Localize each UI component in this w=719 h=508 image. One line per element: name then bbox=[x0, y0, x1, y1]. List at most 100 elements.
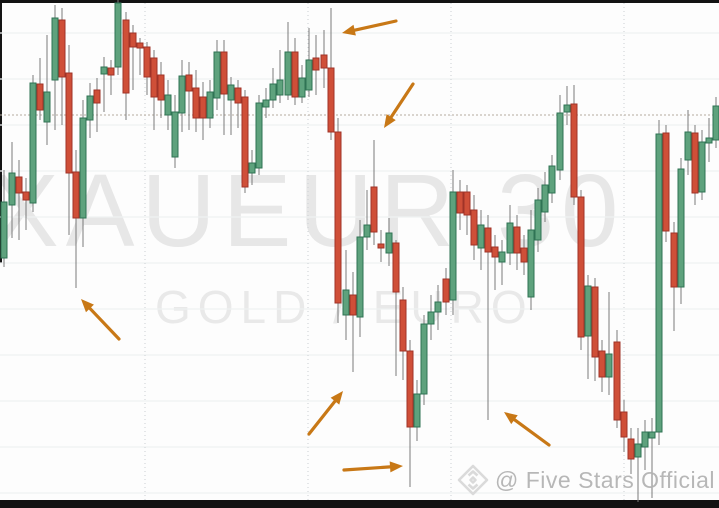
bullish-candle-body bbox=[698, 141, 706, 193]
bearish-candle-body bbox=[143, 46, 151, 78]
bullish-candle-body bbox=[262, 99, 270, 108]
diamond-logo-icon bbox=[457, 464, 489, 496]
channel-credit: @ Five Stars Official bbox=[457, 464, 715, 496]
bearish-candle-body bbox=[620, 411, 628, 438]
annotation-arrow-shaft bbox=[389, 82, 415, 119]
bearish-candle-body bbox=[334, 131, 342, 304]
bearish-candle-body bbox=[662, 132, 670, 232]
annotation-arrow-head bbox=[504, 412, 518, 425]
bullish-candle-body bbox=[206, 91, 214, 119]
bullish-candle-body bbox=[305, 59, 313, 91]
bullish-candle-body bbox=[276, 79, 284, 96]
bullish-candle-body bbox=[712, 105, 719, 141]
bullish-candle-body bbox=[100, 66, 108, 75]
bullish-candle-body bbox=[79, 117, 87, 219]
bearish-candle-body bbox=[406, 350, 414, 428]
bearish-candle-body bbox=[129, 32, 137, 48]
bullish-candle-body bbox=[164, 94, 172, 116]
annotation-arrow-head bbox=[342, 24, 356, 36]
annotation-arrow-shaft bbox=[342, 465, 392, 472]
bearish-candle-body bbox=[577, 196, 585, 338]
bearish-candle-body bbox=[15, 176, 23, 194]
bullish-candle-body bbox=[548, 165, 556, 194]
bullish-candle-body bbox=[648, 431, 656, 439]
bearish-candle-body bbox=[234, 87, 242, 104]
bullish-candle-body bbox=[634, 443, 642, 458]
bullish-candle-body bbox=[363, 224, 371, 238]
bearish-candle-body bbox=[157, 74, 165, 101]
bearish-candle-body bbox=[199, 96, 207, 119]
bearish-candle-body bbox=[349, 294, 357, 316]
bearish-candle-body bbox=[484, 227, 492, 253]
bullish-candle-body bbox=[43, 91, 51, 123]
bearish-candle-body bbox=[58, 19, 66, 78]
bullish-candle-body bbox=[605, 353, 613, 378]
bullish-candle-body bbox=[86, 95, 94, 121]
top-border bbox=[0, 0, 719, 3]
bullish-candle-body bbox=[356, 236, 364, 318]
bullish-candle-body bbox=[563, 104, 571, 113]
bullish-candle-body bbox=[584, 285, 592, 337]
bullish-candle-body bbox=[385, 232, 393, 254]
bearish-candle-body bbox=[491, 246, 499, 258]
bearish-candle-body bbox=[150, 57, 158, 98]
bullish-candle-body bbox=[655, 133, 663, 433]
bearish-candle-body bbox=[136, 42, 144, 49]
bearish-candle-body bbox=[72, 171, 80, 219]
bearish-candle-body bbox=[627, 438, 635, 460]
bullish-candle-body bbox=[434, 301, 442, 313]
annotation-arrow-shaft bbox=[512, 418, 551, 447]
bearish-candle-body bbox=[513, 226, 521, 254]
bullish-candle-body bbox=[269, 83, 277, 101]
bullish-candle-body bbox=[677, 168, 685, 288]
bullish-candle-body bbox=[171, 111, 179, 158]
bullish-candle-body bbox=[413, 393, 421, 428]
bullish-candle-body bbox=[342, 289, 350, 316]
bullish-candle-body bbox=[527, 229, 535, 298]
bearish-candle-body bbox=[598, 350, 606, 378]
annotation-arrow-head bbox=[81, 299, 94, 313]
bullish-candle-body bbox=[684, 131, 692, 161]
bullish-candle-body bbox=[420, 323, 428, 395]
bearish-candle-body bbox=[93, 89, 101, 104]
bullish-candle-body bbox=[556, 112, 564, 171]
bullish-candle-body bbox=[449, 191, 457, 301]
annotation-arrow-head bbox=[330, 391, 343, 405]
bearish-candle-body bbox=[36, 83, 44, 111]
bearish-candle-body bbox=[327, 67, 335, 133]
bullish-candle-body bbox=[534, 199, 542, 241]
bullish-candle-body bbox=[51, 17, 59, 81]
annotation-arrow-shaft bbox=[307, 399, 337, 436]
bearish-candle-body bbox=[320, 54, 328, 69]
bullish-candle-body bbox=[498, 251, 506, 263]
bearish-candle-body bbox=[570, 103, 578, 198]
bearish-candle-body bbox=[670, 232, 678, 288]
bottom-border bbox=[0, 500, 719, 508]
bullish-candle-body bbox=[506, 222, 514, 254]
bearish-candle-body bbox=[22, 191, 30, 201]
bearish-candle-body bbox=[122, 19, 130, 94]
bullish-candle-body bbox=[248, 162, 256, 174]
bullish-candle-body bbox=[705, 137, 713, 144]
bearish-candle-body bbox=[291, 51, 299, 98]
annotation-arrow-shaft bbox=[353, 19, 398, 32]
bullish-candle-body bbox=[541, 184, 549, 213]
annotation-arrow-shaft bbox=[88, 306, 121, 341]
bullish-candle-body bbox=[8, 172, 16, 206]
bullish-candle-body bbox=[227, 84, 235, 101]
bullish-candle-body bbox=[641, 431, 649, 448]
left-border bbox=[0, 3, 2, 263]
bullish-candle-body bbox=[284, 51, 292, 96]
bearish-candle-body bbox=[377, 243, 385, 249]
bullish-candle-body bbox=[255, 102, 263, 169]
bullish-candle-body bbox=[298, 77, 306, 98]
bullish-candle-body bbox=[477, 224, 485, 249]
bearish-candle-body bbox=[613, 341, 621, 421]
bullish-candle-body bbox=[29, 82, 37, 204]
bearish-candle-body bbox=[463, 191, 471, 216]
bearish-candle-body bbox=[442, 278, 450, 303]
bearish-candle-body bbox=[370, 186, 378, 233]
annotation-arrow-head bbox=[389, 461, 403, 473]
